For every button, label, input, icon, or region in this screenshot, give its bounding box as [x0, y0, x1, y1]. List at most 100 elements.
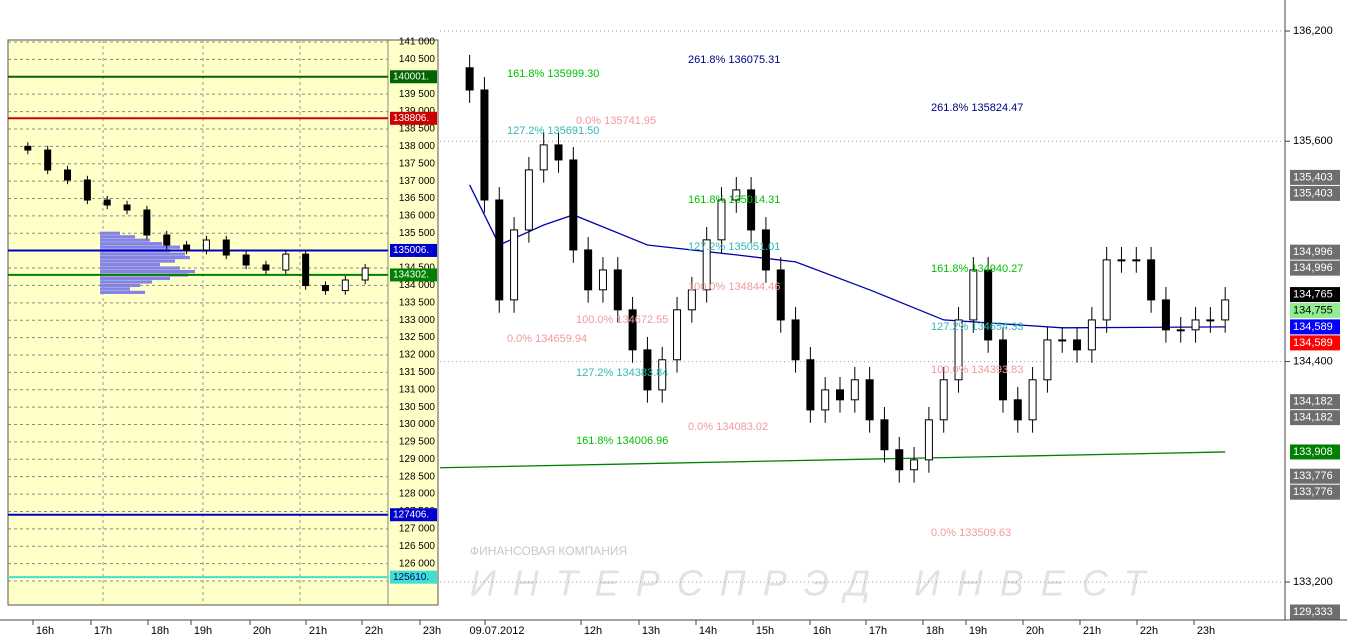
profile-bar	[100, 287, 130, 291]
candle-body	[242, 254, 250, 266]
price-tag-label: 134,996	[1293, 262, 1333, 274]
inset-tick-label: 131 000	[399, 384, 436, 395]
candle-body	[1132, 259, 1141, 262]
price-tag-label: 134,996	[1293, 246, 1333, 258]
inset-tick-label: 141 000	[399, 37, 436, 48]
price-tag	[1290, 287, 1340, 303]
x-tick-label: 22h	[365, 625, 383, 637]
candle-body	[1161, 299, 1170, 331]
candle-body	[1028, 379, 1037, 421]
axes: 136,200 135,600 134,400 133,200 135,403 135,4…	[32, 25, 1340, 637]
candle-body	[1221, 299, 1230, 321]
x-tick-label: 19h	[194, 625, 212, 637]
profile-bar	[100, 280, 152, 284]
candle-body	[821, 389, 830, 411]
candle-body	[791, 319, 800, 361]
fib-label: 0.0% 135741.95	[576, 115, 656, 127]
profile-bar	[100, 256, 190, 260]
candle-body	[658, 359, 667, 391]
level-tag-label: 127406.	[393, 509, 429, 520]
profile-bar	[100, 276, 170, 281]
candle-body	[584, 249, 593, 291]
candle-body	[143, 209, 151, 236]
watermark-company: ФИНАНСОВАЯ КОМПАНИЯ	[470, 544, 627, 558]
level-tag-label: 135006.	[393, 245, 429, 256]
candle-body	[1117, 259, 1126, 262]
inset-tick-label: 128 000	[399, 489, 436, 500]
candle-body	[361, 267, 369, 281]
candle-body	[554, 144, 563, 161]
price-tag	[1290, 303, 1340, 319]
candle-body	[732, 189, 741, 201]
price-tag-label: 133,776	[1293, 470, 1333, 482]
candle-body	[1073, 339, 1082, 351]
candle-body	[850, 379, 859, 401]
candle-body	[183, 244, 191, 251]
profile-bar	[100, 231, 120, 235]
fib-label: 127.2% 134654.33	[931, 321, 1023, 333]
candle-body	[163, 234, 171, 246]
price-tag	[1290, 394, 1340, 410]
price-tag-label: 134,182	[1293, 396, 1333, 408]
profile-bar	[100, 283, 140, 288]
candle-body	[302, 253, 310, 287]
fib-label: 261.8% 135824.47	[931, 102, 1023, 114]
x-tick-label: 18h	[151, 625, 169, 637]
inset-tick-label: 132 500	[399, 332, 436, 343]
profile-bar	[100, 262, 160, 267]
fib-label: 161.8% 134006.96	[576, 435, 668, 447]
x-tick-label: 16h	[813, 625, 831, 637]
price-tag	[1290, 244, 1340, 260]
inset-tick-label: 127 000	[399, 523, 436, 534]
inset-tick-label: 128 500	[399, 471, 436, 482]
candle-body	[747, 189, 756, 231]
candle-body	[998, 339, 1007, 401]
level-tag	[390, 570, 437, 584]
x-tick-label: 13h	[642, 625, 660, 637]
price-tag	[1290, 444, 1340, 460]
fib-label: 127.2% 134383.84	[576, 367, 668, 379]
price-tag	[1290, 410, 1340, 426]
x-tick-label: 19h	[969, 625, 987, 637]
price-tag-label: 134,589	[1293, 321, 1333, 333]
candle-body	[222, 239, 230, 256]
x-tick-label: 16h	[36, 625, 54, 637]
candle-body	[262, 264, 270, 271]
candle-body	[924, 419, 933, 461]
candle-body	[880, 419, 889, 451]
watermark-name: ИНТЕРСПРЭД ИНВЕСТ	[470, 563, 1163, 604]
profile-bar	[100, 238, 150, 242]
y-tick-label: 134,400	[1293, 356, 1333, 368]
candle-body	[687, 289, 696, 311]
level-tag	[390, 508, 437, 522]
level-tag	[390, 111, 437, 125]
x-tick-label: 18h	[926, 625, 944, 637]
price-tag-label: 134,765	[1293, 288, 1333, 300]
inset-tick-label: 133 500	[399, 297, 436, 308]
candle-body	[895, 449, 904, 471]
candle-body	[806, 359, 815, 411]
price-tag-label: 133,908	[1293, 446, 1333, 458]
candle-body	[939, 379, 948, 421]
candle-body	[569, 159, 578, 251]
candle-body	[776, 269, 785, 321]
profile-bar	[100, 266, 180, 270]
inset-tick-label: 140 500	[399, 54, 436, 65]
candle-body	[1176, 329, 1185, 332]
candle-body	[673, 309, 682, 361]
fib-label: 0.0% 134083.02	[688, 421, 768, 433]
candle-body	[44, 149, 52, 171]
profile-bar	[100, 290, 145, 294]
candle-body	[643, 349, 652, 391]
candle-body	[628, 309, 637, 351]
y-tick-label: 133,200	[1293, 576, 1333, 588]
inset-tick-label: 136 000	[399, 211, 436, 222]
profile-bar	[100, 269, 195, 274]
x-tick-label: 12h	[584, 625, 602, 637]
fib-label: 161.8% 135014.31	[688, 194, 780, 206]
price-tag-label: 135,403	[1293, 187, 1333, 199]
candle-body	[984, 269, 993, 341]
candle-body	[1191, 319, 1200, 331]
fib-label: 0.0% 134659.94	[507, 333, 587, 345]
